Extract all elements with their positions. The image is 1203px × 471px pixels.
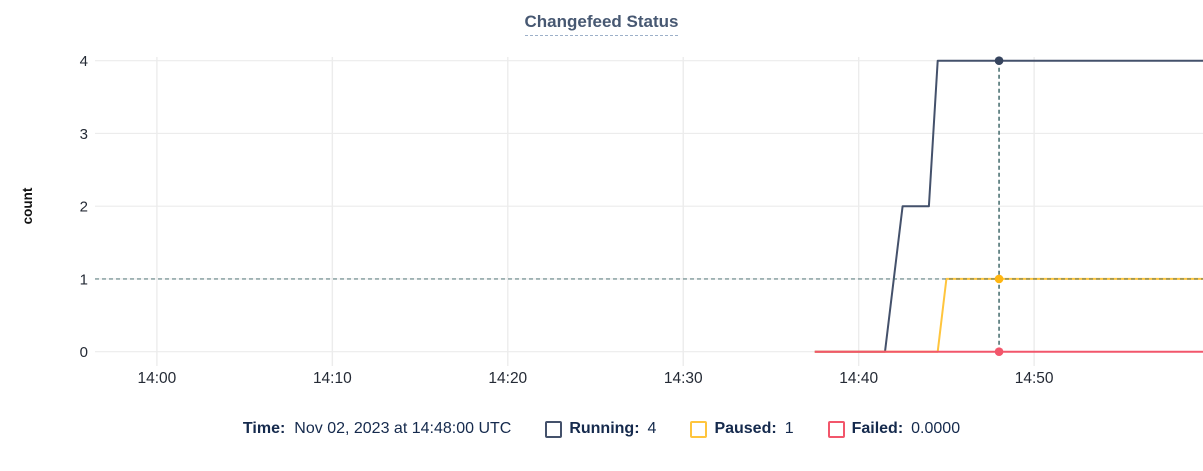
legend-item-failed[interactable]: Failed: 0.0000 xyxy=(827,420,961,438)
y-tick-label: 0 xyxy=(80,344,88,361)
y-tick-label: 1 xyxy=(80,271,88,288)
y-tick-label: 2 xyxy=(80,199,88,216)
legend-time-value: Nov 02, 2023 at 14:48:00 UTC xyxy=(294,420,512,437)
y-axis-label: count xyxy=(20,187,35,224)
legend-paused-label: Paused: xyxy=(714,420,777,437)
x-tick-label: 14:40 xyxy=(839,370,878,387)
x-tick-label: 14:10 xyxy=(313,370,352,387)
legend-time: Time: Nov 02, 2023 at 14:48:00 UTC xyxy=(243,420,511,438)
running-series-swatch-icon[interactable] xyxy=(545,420,563,438)
x-tick-label: 14:20 xyxy=(488,370,527,387)
legend-running-label: Running: xyxy=(569,420,640,437)
x-tick-label: 14:00 xyxy=(138,370,177,387)
legend-failed-label: Failed: xyxy=(851,420,904,437)
x-tick-label: 14:30 xyxy=(664,370,703,387)
series-line-paused xyxy=(814,277,1203,353)
y-tick-label: 3 xyxy=(80,126,88,143)
legend-time-label: Time: xyxy=(242,420,286,437)
legend-paused-value: 1 xyxy=(784,420,794,437)
chart-title[interactable]: Changefeed Status xyxy=(524,12,679,36)
legend-item-running[interactable]: Running: 4 xyxy=(545,420,656,438)
failed-series-swatch-icon[interactable] xyxy=(827,420,845,438)
hover-dot-running xyxy=(994,56,1004,65)
chart-header: Changefeed Status xyxy=(0,12,1203,36)
y-tick-label: 4 xyxy=(80,53,88,70)
legend-failed-value: 0.0000 xyxy=(911,420,961,437)
hover-dot-failed xyxy=(994,347,1004,357)
chart-legend: Time: Nov 02, 2023 at 14:48:00 UTC Runni… xyxy=(0,420,1203,438)
hover-dot-paused xyxy=(994,274,1004,284)
legend-running-value: 4 xyxy=(647,420,657,437)
paused-series-swatch-icon[interactable] xyxy=(690,420,708,438)
legend-item-paused[interactable]: Paused: 1 xyxy=(690,420,794,438)
x-tick-label: 14:50 xyxy=(1015,370,1054,387)
